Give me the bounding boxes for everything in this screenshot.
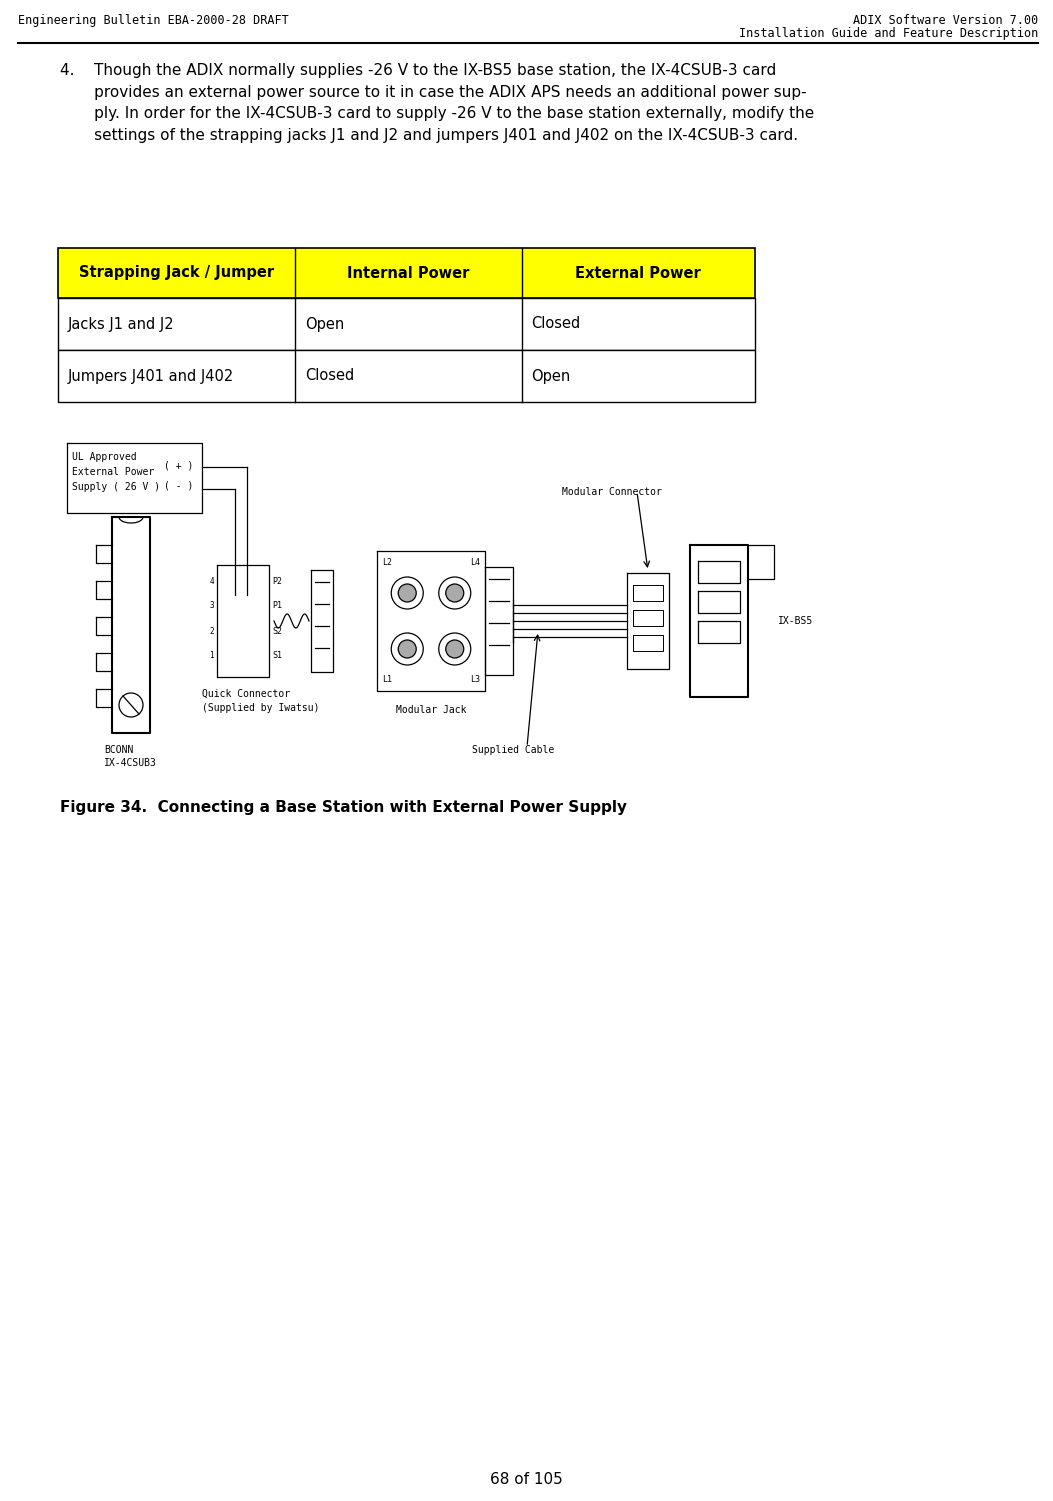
Text: L2: L2 — [382, 558, 392, 567]
Text: UL Approved: UL Approved — [72, 452, 137, 462]
Bar — [58, 350, 755, 402]
Text: L1: L1 — [382, 675, 392, 684]
Circle shape — [445, 584, 463, 602]
Text: Open: Open — [532, 369, 571, 383]
Text: L4: L4 — [470, 558, 480, 567]
Text: 3: 3 — [210, 602, 214, 611]
Text: Supplied Cable: Supplied Cable — [472, 744, 554, 755]
Text: BCONN: BCONN — [104, 744, 134, 755]
Text: 2: 2 — [210, 626, 214, 635]
Text: P1: P1 — [272, 602, 282, 611]
Text: Internal Power: Internal Power — [347, 266, 470, 281]
Text: Strapping Jack / Jumper: Strapping Jack / Jumper — [79, 266, 274, 281]
Text: IX-BS5: IX-BS5 — [778, 615, 813, 626]
Text: Closed: Closed — [305, 369, 354, 383]
Text: Jumpers J401 and J402: Jumpers J401 and J402 — [68, 369, 234, 383]
Circle shape — [398, 584, 416, 602]
Text: 1: 1 — [210, 651, 214, 660]
Circle shape — [398, 639, 416, 657]
Bar — [58, 299, 755, 350]
Text: Engineering Bulletin EBA-2000-28 DRAFT: Engineering Bulletin EBA-2000-28 DRAFT — [18, 14, 289, 27]
Circle shape — [445, 639, 463, 657]
Text: ( - ): ( - ) — [164, 480, 194, 489]
Text: 68 of 105: 68 of 105 — [490, 1472, 562, 1487]
Text: ADIX Software Version 7.00: ADIX Software Version 7.00 — [853, 14, 1038, 27]
Text: Modular Jack: Modular Jack — [396, 705, 466, 714]
Text: Closed: Closed — [532, 317, 581, 332]
Text: S1: S1 — [272, 651, 282, 660]
Text: P2: P2 — [272, 576, 282, 585]
Text: Open: Open — [305, 317, 344, 332]
Text: Installation Guide and Feature Description: Installation Guide and Feature Descripti… — [739, 27, 1038, 41]
Text: 4: 4 — [210, 576, 214, 585]
Text: Quick Connector: Quick Connector — [202, 689, 291, 699]
Text: Jacks J1 and J2: Jacks J1 and J2 — [68, 317, 175, 332]
Text: External Power: External Power — [575, 266, 701, 281]
Text: Supply ( 26 V ): Supply ( 26 V ) — [72, 482, 160, 492]
Text: External Power: External Power — [72, 467, 154, 477]
Bar — [58, 248, 755, 299]
Text: S2: S2 — [272, 626, 282, 635]
Text: 4.    Though the ADIX normally supplies -26 V to the IX-BS5 base station, the IX: 4. Though the ADIX normally supplies -26… — [60, 63, 814, 143]
Text: (Supplied by Iwatsu): (Supplied by Iwatsu) — [202, 702, 319, 713]
Text: IX-4CSUB3: IX-4CSUB3 — [104, 758, 157, 769]
Text: Modular Connector: Modular Connector — [562, 486, 662, 497]
Text: ( + ): ( + ) — [164, 459, 194, 470]
Text: L3: L3 — [470, 675, 480, 684]
Text: Figure 34.  Connecting a Base Station with External Power Supply: Figure 34. Connecting a Base Station wit… — [60, 800, 627, 815]
